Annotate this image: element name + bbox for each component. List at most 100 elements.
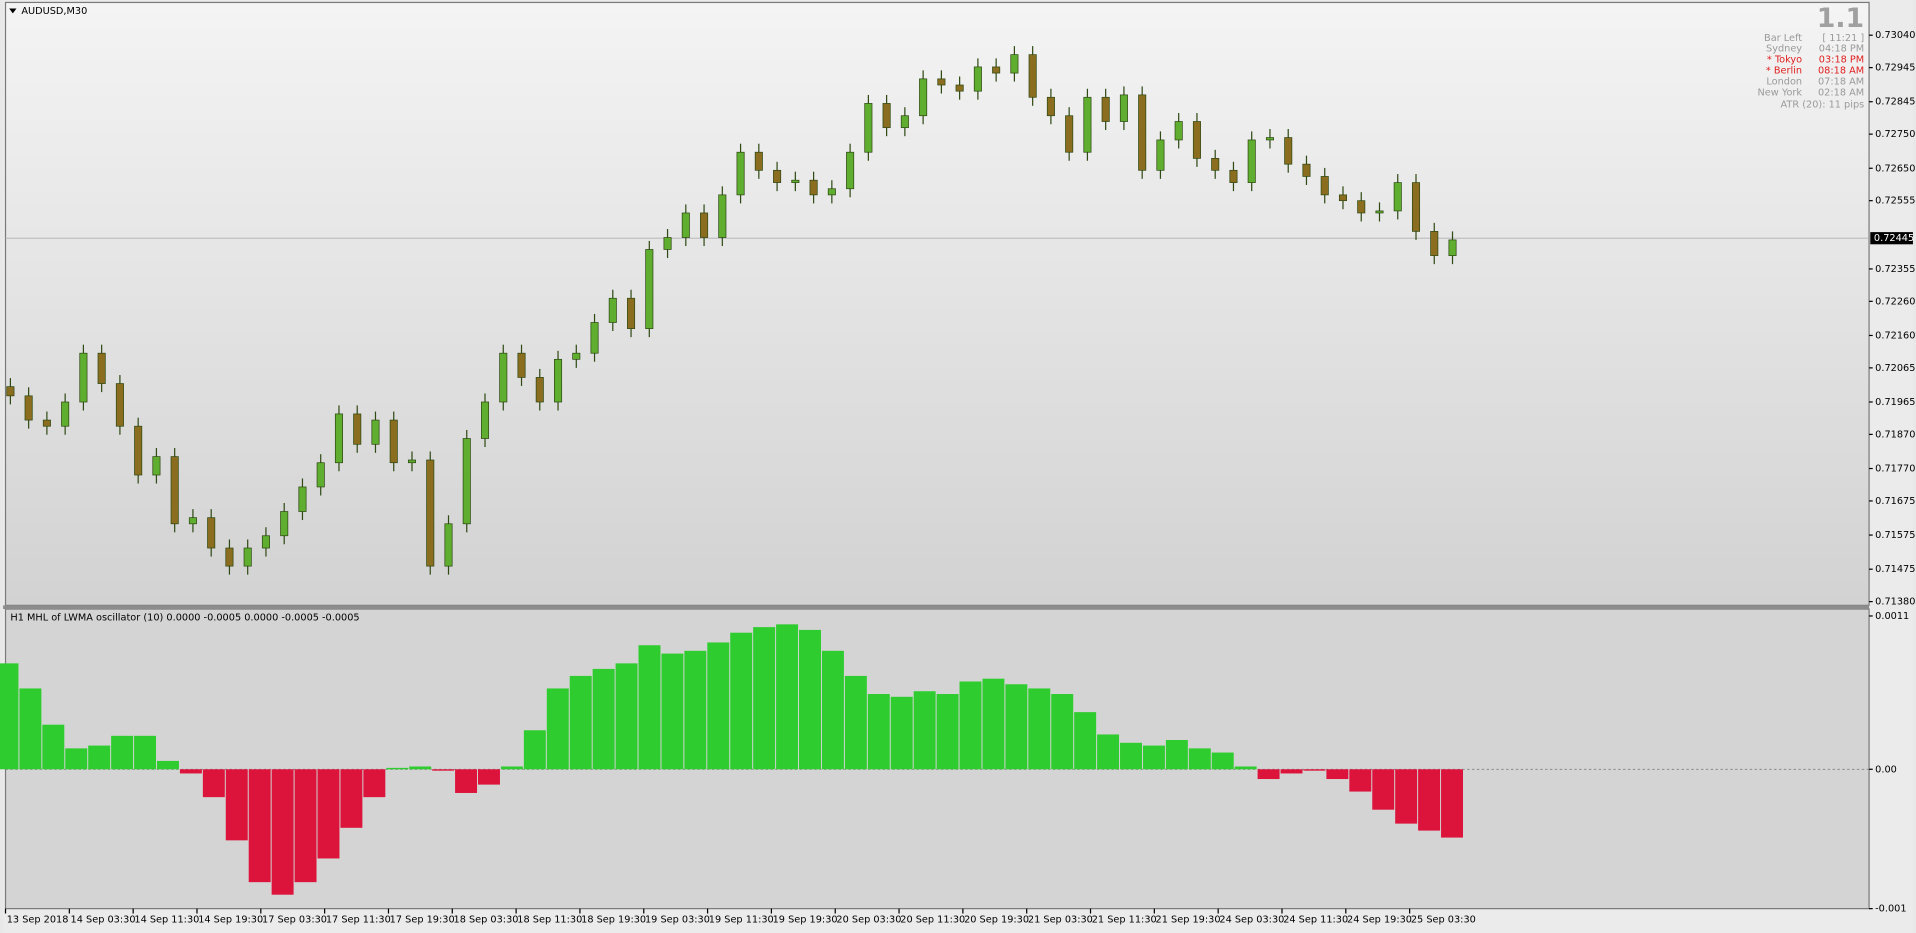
histogram-bar <box>1372 769 1395 810</box>
candle-body <box>1375 210 1384 214</box>
histogram-bar <box>202 769 225 798</box>
histogram-bar <box>179 769 202 774</box>
candle-body <box>1138 94 1147 171</box>
candle-body <box>188 517 197 525</box>
x-tick-label: 14 Sep 19:30 <box>198 915 263 926</box>
candle-body <box>627 297 636 329</box>
histogram-bar <box>592 668 615 770</box>
candle-body <box>371 419 380 445</box>
histogram-bar <box>1188 748 1211 770</box>
candle-body <box>645 249 654 329</box>
candle-body <box>426 459 435 567</box>
histogram-bar <box>1028 688 1051 770</box>
histogram-bar <box>684 650 707 770</box>
y-tick-label: 0.72065 <box>1875 363 1915 374</box>
candle-body <box>517 352 526 378</box>
candle-body <box>608 297 617 323</box>
candle-body <box>1192 121 1201 159</box>
candle-body <box>773 169 782 183</box>
histogram-bar <box>936 694 959 770</box>
candle-body <box>1247 139 1256 183</box>
spread-number: 1.1 <box>1817 3 1864 34</box>
candle-body <box>389 419 398 464</box>
histogram-bar <box>1257 769 1280 780</box>
y-tick-label: 0.72650 <box>1875 163 1915 174</box>
y-tick-label: 0.72945 <box>1875 63 1915 74</box>
histogram-bar <box>225 769 248 841</box>
histogram-bar <box>88 745 111 770</box>
histogram-bar <box>42 724 65 770</box>
candle-body <box>1265 137 1274 141</box>
atr-label: ATR (20): 11 pips <box>1781 100 1865 111</box>
info-label: * Tokyo <box>1767 55 1802 66</box>
y-tick-label: 0.0011 <box>1875 611 1909 622</box>
candle-body <box>334 413 343 464</box>
x-tick-label: 21 Sep 11:30 <box>1092 915 1157 926</box>
histogram-bar <box>500 766 523 770</box>
candle-body <box>298 486 307 512</box>
histogram-bar <box>569 675 592 770</box>
candle-body <box>809 179 818 196</box>
histogram-bar <box>363 769 386 798</box>
candle-body <box>754 151 763 171</box>
collapse-arrow[interactable] <box>9 8 17 14</box>
y-tick-label: 0.71675 <box>1875 496 1915 507</box>
histogram-bar <box>271 769 294 895</box>
y-tick-label: 0.72160 <box>1875 330 1915 341</box>
histogram-bar <box>65 748 88 770</box>
candle-body <box>1211 158 1220 171</box>
candle-body <box>42 419 51 427</box>
candle-body <box>663 237 672 250</box>
histogram-bar <box>1211 752 1234 770</box>
histogram-bar <box>1418 769 1441 831</box>
candle-body <box>1302 163 1311 177</box>
candle-body <box>700 212 709 238</box>
candle-body <box>316 462 325 488</box>
oscillator-title: H1 MHL of LWMA oscillator (10) 0.0000 -0… <box>10 613 359 624</box>
histogram-bar <box>1097 734 1120 770</box>
candle-body <box>791 179 800 183</box>
candle-body <box>1101 96 1110 122</box>
symbol-title: AUDUSD,M30 <box>21 6 87 17</box>
histogram-bar <box>1165 740 1188 770</box>
info-value: 04:18 PM <box>1819 44 1864 55</box>
info-label: New York <box>1758 88 1803 99</box>
candle-body <box>480 401 490 439</box>
info-value: 07:18 AM <box>1818 77 1864 88</box>
candle-body <box>225 547 234 567</box>
histogram-bar <box>1280 769 1303 774</box>
histogram-bar <box>340 769 363 828</box>
histogram-bar <box>111 735 134 770</box>
candle-body <box>1174 121 1183 141</box>
x-tick-label: 14 Sep 03:30 <box>71 915 136 926</box>
x-tick-label: 19 Sep 19:30 <box>773 915 838 926</box>
y-tick-label: 0.72260 <box>1875 296 1915 307</box>
candle-body <box>937 78 946 86</box>
candle-body <box>572 352 581 360</box>
candle-body <box>736 151 745 196</box>
histogram-bar <box>615 663 638 770</box>
histogram-bar <box>844 675 867 770</box>
candle-body <box>353 413 362 445</box>
candle-body <box>1411 182 1421 232</box>
histogram-bar <box>409 766 432 770</box>
x-tick-label: 14 Sep 11:30 <box>134 915 199 926</box>
candle-body <box>61 401 70 427</box>
candle-body <box>992 66 1001 74</box>
x-tick-label: 18 Sep 03:30 <box>453 915 518 926</box>
histogram-bar <box>707 642 730 770</box>
candle-body <box>243 547 252 567</box>
histogram-bar <box>1005 684 1028 770</box>
x-tick-label: 24 Sep 03:30 <box>1219 915 1284 926</box>
histogram-bar <box>730 632 753 770</box>
candle-body <box>1065 115 1074 153</box>
histogram-bar <box>799 629 821 770</box>
histogram-bar <box>294 769 317 883</box>
histogram-bar <box>1142 745 1165 770</box>
histogram-bar <box>1395 769 1418 824</box>
current-price-label: 0.72445 <box>1874 233 1914 244</box>
x-tick-label: 25 Sep 03:30 <box>1411 915 1476 926</box>
histogram-bar <box>753 627 776 770</box>
y-tick-label: 0.00 <box>1875 764 1897 775</box>
